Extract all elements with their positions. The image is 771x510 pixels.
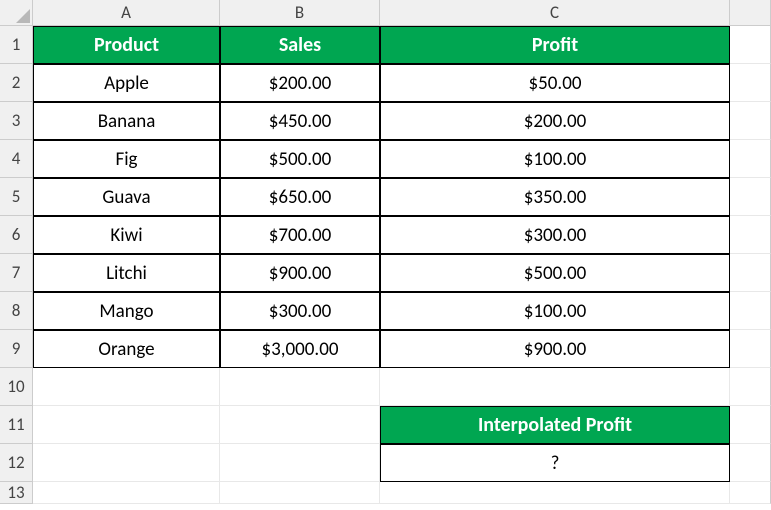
row-header[interactable]: 9 [0, 330, 33, 368]
table-header[interactable]: Profit [380, 26, 730, 64]
table-cell[interactable]: $300.00 [220, 292, 380, 330]
empty-cell[interactable] [730, 26, 771, 64]
table-cell[interactable]: Kiwi [33, 216, 220, 254]
col-header-a[interactable]: A [33, 0, 220, 26]
row-header[interactable]: 5 [0, 178, 33, 216]
table-cell[interactable]: $200.00 [220, 64, 380, 102]
row-header[interactable]: 10 [0, 368, 33, 406]
empty-cell[interactable] [730, 444, 771, 482]
table-cell[interactable]: $650.00 [220, 178, 380, 216]
table-cell[interactable]: $350.00 [380, 178, 730, 216]
spreadsheet-grid: A B C 1 Product Sales Profit 2 Apple $20… [0, 0, 771, 504]
empty-cell[interactable] [220, 444, 380, 482]
row-header[interactable]: 3 [0, 102, 33, 140]
empty-cell[interactable] [220, 406, 380, 444]
empty-cell[interactable] [730, 368, 771, 406]
table-cell[interactable]: Apple [33, 64, 220, 102]
empty-cell[interactable] [730, 406, 771, 444]
empty-cell[interactable] [730, 178, 771, 216]
empty-cell[interactable] [380, 368, 730, 406]
row-header[interactable]: 4 [0, 140, 33, 178]
empty-cell[interactable] [730, 102, 771, 140]
table-cell[interactable]: $300.00 [380, 216, 730, 254]
table-cell[interactable]: $450.00 [220, 102, 380, 140]
table-cell[interactable]: $700.00 [220, 216, 380, 254]
row-header[interactable]: 13 [0, 482, 33, 504]
empty-cell[interactable] [730, 64, 771, 102]
empty-cell[interactable] [730, 292, 771, 330]
interpolated-value[interactable]: ? [380, 444, 730, 482]
table-cell[interactable]: Mango [33, 292, 220, 330]
table-cell[interactable]: $3,000.00 [220, 330, 380, 368]
table-cell[interactable]: $900.00 [380, 330, 730, 368]
col-header-c[interactable]: C [380, 0, 730, 26]
table-header[interactable]: Product [33, 26, 220, 64]
empty-cell[interactable] [730, 216, 771, 254]
table-cell[interactable]: $200.00 [380, 102, 730, 140]
table-cell[interactable]: $500.00 [220, 140, 380, 178]
row-header[interactable]: 11 [0, 406, 33, 444]
table-cell[interactable]: $100.00 [380, 140, 730, 178]
select-all-corner[interactable] [0, 0, 33, 26]
interpolated-header[interactable]: Interpolated Profit [380, 406, 730, 444]
empty-cell[interactable] [220, 368, 380, 406]
table-cell[interactable]: $500.00 [380, 254, 730, 292]
row-header[interactable]: 1 [0, 26, 33, 64]
row-header[interactable]: 7 [0, 254, 33, 292]
empty-cell[interactable] [33, 444, 220, 482]
empty-cell[interactable] [33, 482, 220, 504]
select-all-icon [16, 9, 30, 23]
empty-cell[interactable] [220, 482, 380, 504]
table-cell[interactable]: Litchi [33, 254, 220, 292]
empty-cell[interactable] [730, 140, 771, 178]
empty-cell[interactable] [33, 368, 220, 406]
row-header[interactable]: 12 [0, 444, 33, 482]
table-cell[interactable]: $100.00 [380, 292, 730, 330]
table-cell[interactable]: Guava [33, 178, 220, 216]
empty-cell[interactable] [380, 482, 730, 504]
table-cell[interactable]: Fig [33, 140, 220, 178]
table-cell[interactable]: $900.00 [220, 254, 380, 292]
col-header-empty[interactable] [730, 0, 771, 26]
empty-cell[interactable] [730, 330, 771, 368]
col-header-b[interactable]: B [220, 0, 380, 26]
table-header[interactable]: Sales [220, 26, 380, 64]
table-cell[interactable]: Orange [33, 330, 220, 368]
empty-cell[interactable] [33, 406, 220, 444]
row-header[interactable]: 6 [0, 216, 33, 254]
empty-cell[interactable] [730, 254, 771, 292]
row-header[interactable]: 8 [0, 292, 33, 330]
empty-cell[interactable] [730, 482, 771, 504]
table-cell[interactable]: Banana [33, 102, 220, 140]
table-cell[interactable]: $50.00 [380, 64, 730, 102]
row-header[interactable]: 2 [0, 64, 33, 102]
